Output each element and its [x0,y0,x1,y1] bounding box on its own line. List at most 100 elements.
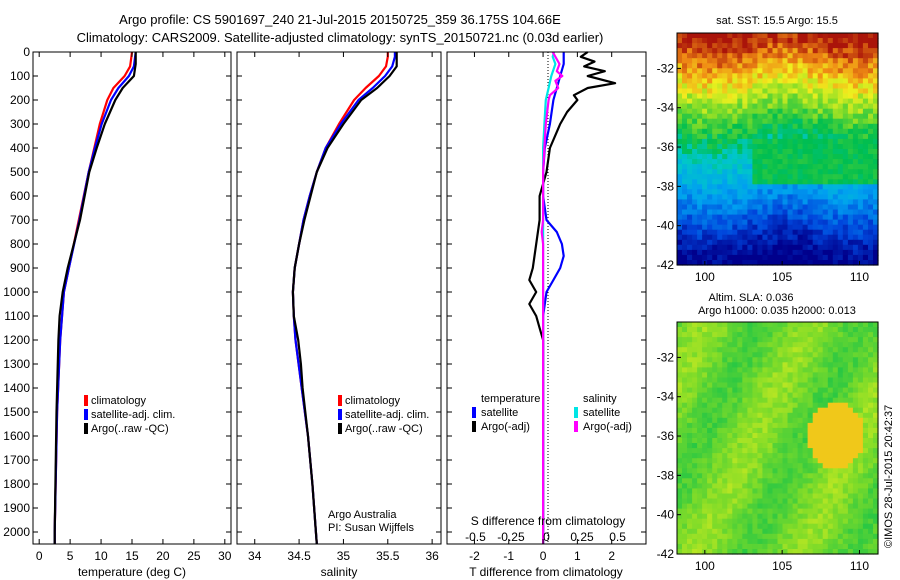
heatmap-cell [817,463,824,469]
heatmap-cell [812,549,819,555]
heatmap-cell [747,332,753,338]
heatmap-cell [847,108,854,115]
heatmap-cell [827,357,834,363]
heatmap-cell [732,58,738,64]
heatmap-cell [792,513,799,520]
heatmap-cell [782,402,789,409]
heatmap-cell [857,488,864,494]
heatmap-cell [747,184,753,190]
heatmap-cell [862,533,869,540]
heatmap-cell [742,244,748,251]
heatmap-cell [827,483,834,489]
heatmap-cell [747,234,753,241]
heatmap-cell [792,478,799,484]
heatmap-cell [792,164,799,170]
heatmap-cell [852,113,859,120]
heatmap-cell [797,138,804,145]
heatmap-cell [832,402,839,409]
heatmap-cell [857,199,864,205]
heatmap-cell [862,169,869,175]
heatmap-cell [682,488,688,494]
heatmap-cell [687,523,693,530]
heatmap-cell [807,422,814,429]
heatmap-cell [822,199,829,205]
heatmap-cell [832,357,839,363]
heatmap-cell [752,422,758,429]
heatmap-cell [822,412,829,419]
heatmap-cell [822,260,829,266]
heatmap-cell [802,103,809,110]
heatmap-cell [868,254,874,261]
heatmap-cell [737,357,743,363]
heatmap-cell [822,387,829,394]
heatmap-cell [797,63,804,69]
heatmap-cell [707,422,713,429]
heatmap-cell [792,239,799,246]
heatmap-cell [827,159,834,165]
heatmap-cell [747,523,753,530]
heatmap-cell [807,367,814,373]
heatmap-cell [702,337,708,343]
heatmap-cell [847,174,854,180]
heatmap-cell [787,169,794,175]
heatmap-cell [772,194,779,200]
heatmap-cell [752,322,758,328]
heatmap-cell [717,128,723,135]
heatmap-cell [747,48,753,54]
heatmap-cell [797,33,804,39]
heatmap-cell [682,254,688,261]
x-tick-label: 25 [187,549,201,563]
heatmap-cell [727,407,733,414]
heatmap-cell [712,88,718,95]
heatmap-cell [732,443,738,449]
heatmap-cell [782,229,789,236]
heatmap-cell [873,214,879,221]
heatmap-cell [767,448,774,454]
heatmap-cell [737,397,743,404]
heatmap-cell [857,133,864,140]
heatmap-cell [687,538,693,545]
heatmap-cell [767,229,774,236]
heatmap-cell [807,468,814,474]
x-tick-label: -1 [503,549,514,563]
heatmap-cell [857,392,864,399]
heatmap-cell [747,518,753,525]
heatmap-cell [832,229,839,236]
heatmap-cell [687,402,693,409]
heatmap-cell [752,362,758,368]
heatmap-cell [787,367,794,373]
heatmap-cell [797,377,804,384]
heatmap-cell [868,357,874,363]
heatmap-cell [837,199,844,205]
heatmap-cell [807,498,814,505]
heatmap-cell [737,453,743,459]
heatmap-cell [752,260,758,266]
heatmap-cell [812,179,819,185]
heatmap-cell [752,407,758,414]
heatmap-cell [752,244,758,251]
heatmap-cell [752,149,758,155]
heatmap-cell [682,123,688,130]
heatmap-cell [777,244,784,251]
heatmap-cell [857,347,864,353]
heatmap-cell [747,327,753,333]
heatmap-cell [782,382,789,389]
heatmap-cell [868,219,874,226]
heatmap-cell [862,204,869,211]
heatmap-cell [852,503,859,510]
heatmap-cell [742,53,748,59]
heatmap-cell [767,194,774,200]
heatmap-cell [717,488,723,494]
heatmap-cell [842,169,849,175]
heatmap-cell [692,144,698,150]
heatmap-cell [767,508,774,515]
heatmap-cell [712,518,718,525]
heatmap-cell [873,549,879,555]
heatmap-cell [757,372,763,378]
heatmap-cell [772,199,779,205]
heatmap-cell [832,342,839,348]
heatmap-cell [757,68,763,74]
heatmap-cell [787,382,794,389]
heatmap-cell [832,523,839,530]
heatmap-cell [687,260,693,266]
